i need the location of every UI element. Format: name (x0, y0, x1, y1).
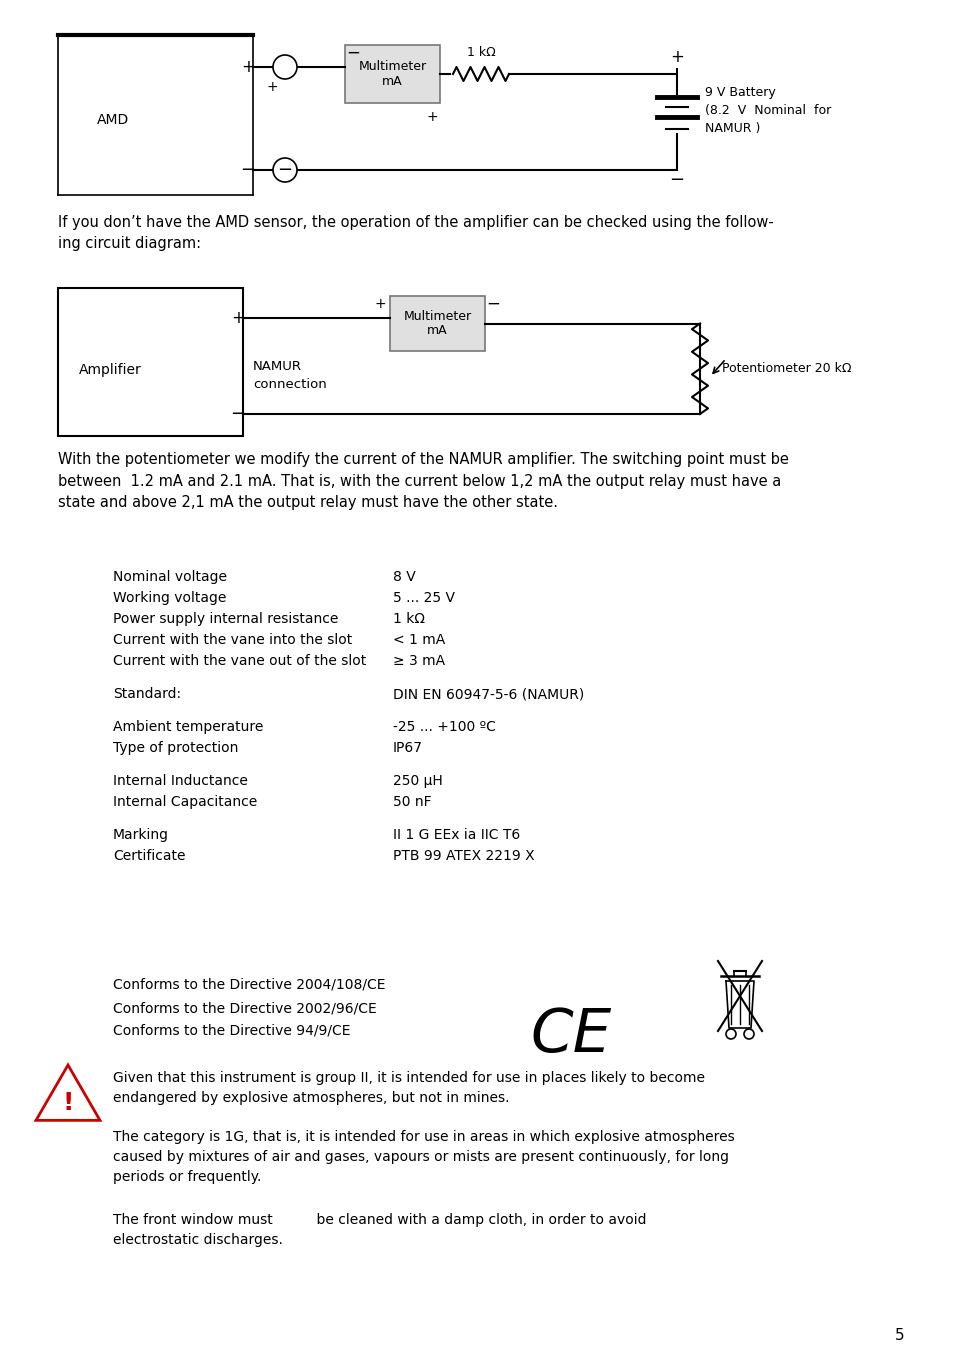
Text: Amplifier: Amplifier (78, 363, 141, 376)
Text: Current with the vane into the slot: Current with the vane into the slot (112, 633, 352, 648)
Text: IP67: IP67 (393, 741, 422, 755)
FancyBboxPatch shape (390, 295, 484, 351)
Text: +: + (231, 309, 245, 326)
Text: Type of protection: Type of protection (112, 741, 238, 755)
FancyBboxPatch shape (345, 45, 439, 103)
Text: If you don’t have the AMD sensor, the operation of the amplifier can be checked : If you don’t have the AMD sensor, the op… (58, 214, 773, 251)
Text: Ambient temperature: Ambient temperature (112, 720, 263, 734)
Text: −: − (346, 45, 359, 62)
Text: +: + (426, 111, 437, 124)
Text: PTB 99 ATEX 2219 X: PTB 99 ATEX 2219 X (393, 849, 534, 863)
Text: −: − (669, 171, 684, 189)
Text: +: + (374, 297, 385, 312)
Text: Given that this instrument is group II, it is intended for use in places likely : Given that this instrument is group II, … (112, 1071, 704, 1105)
Text: −: − (485, 295, 499, 313)
Text: AMD: AMD (97, 113, 129, 127)
Text: Conforms to the Directive 94/9/CE: Conforms to the Directive 94/9/CE (112, 1024, 350, 1037)
Text: 250 μH: 250 μH (393, 774, 442, 788)
Text: 5 ... 25 V: 5 ... 25 V (393, 591, 455, 604)
Text: Certificate: Certificate (112, 849, 185, 863)
Text: Nominal voltage: Nominal voltage (112, 571, 227, 584)
Text: 8 V: 8 V (393, 571, 416, 584)
Text: < 1 mA: < 1 mA (393, 633, 445, 648)
Circle shape (273, 158, 296, 182)
Text: −: − (240, 161, 255, 179)
Text: II 1 G EEx ia IIC T6: II 1 G EEx ia IIC T6 (393, 828, 519, 842)
Circle shape (725, 1029, 735, 1039)
Text: Conforms to the Directive 2002/96/CE: Conforms to the Directive 2002/96/CE (112, 1001, 376, 1014)
Text: +: + (669, 49, 683, 66)
Text: Internal Inductance: Internal Inductance (112, 774, 248, 788)
Text: 50 nF: 50 nF (393, 795, 431, 809)
Text: DIN EN 60947-5-6 (NAMUR): DIN EN 60947-5-6 (NAMUR) (393, 687, 583, 701)
Text: Current with the vane out of the slot: Current with the vane out of the slot (112, 654, 366, 668)
Text: With the potentiometer we modify the current of the NAMUR amplifier. The switchi: With the potentiometer we modify the cur… (58, 452, 788, 510)
Text: The category is 1G, that is, it is intended for use in areas in which explosive : The category is 1G, that is, it is inten… (112, 1130, 734, 1184)
Text: Power supply internal resistance: Power supply internal resistance (112, 612, 338, 626)
Text: Conforms to the Directive 2004/108/CE: Conforms to the Directive 2004/108/CE (112, 978, 385, 992)
FancyBboxPatch shape (58, 287, 243, 436)
Text: -25 ... +100 ºC: -25 ... +100 ºC (393, 720, 496, 734)
Text: Marking: Marking (112, 828, 169, 842)
Text: Multimeter
mA: Multimeter mA (358, 59, 426, 88)
Circle shape (743, 1029, 753, 1039)
Text: +: + (241, 58, 254, 76)
Text: +: + (266, 80, 277, 94)
Circle shape (273, 55, 296, 80)
Text: Potentiometer 20 kΩ: Potentiometer 20 kΩ (721, 363, 851, 375)
Text: 9 V Battery
(8.2  V  Nominal  for
NAMUR ): 9 V Battery (8.2 V Nominal for NAMUR ) (704, 86, 830, 135)
Text: NAMUR
connection: NAMUR connection (253, 360, 327, 391)
Text: ≥ 3 mA: ≥ 3 mA (393, 654, 445, 668)
Text: 5: 5 (894, 1327, 903, 1342)
Text: −: − (231, 405, 245, 424)
Text: 1 kΩ: 1 kΩ (466, 46, 495, 59)
Text: 1 kΩ: 1 kΩ (393, 612, 424, 626)
Text: Working voltage: Working voltage (112, 591, 226, 604)
Text: Internal Capacitance: Internal Capacitance (112, 795, 257, 809)
Text: !: ! (62, 1091, 73, 1116)
Text: Multimeter
mA: Multimeter mA (403, 309, 471, 337)
Text: −: − (277, 161, 293, 179)
Text: The front window must          be cleaned with a damp cloth, in order to avoid
e: The front window must be cleaned with a … (112, 1213, 646, 1246)
Polygon shape (36, 1064, 100, 1121)
Text: CE: CE (530, 1006, 611, 1064)
Text: Standard:: Standard: (112, 687, 181, 701)
